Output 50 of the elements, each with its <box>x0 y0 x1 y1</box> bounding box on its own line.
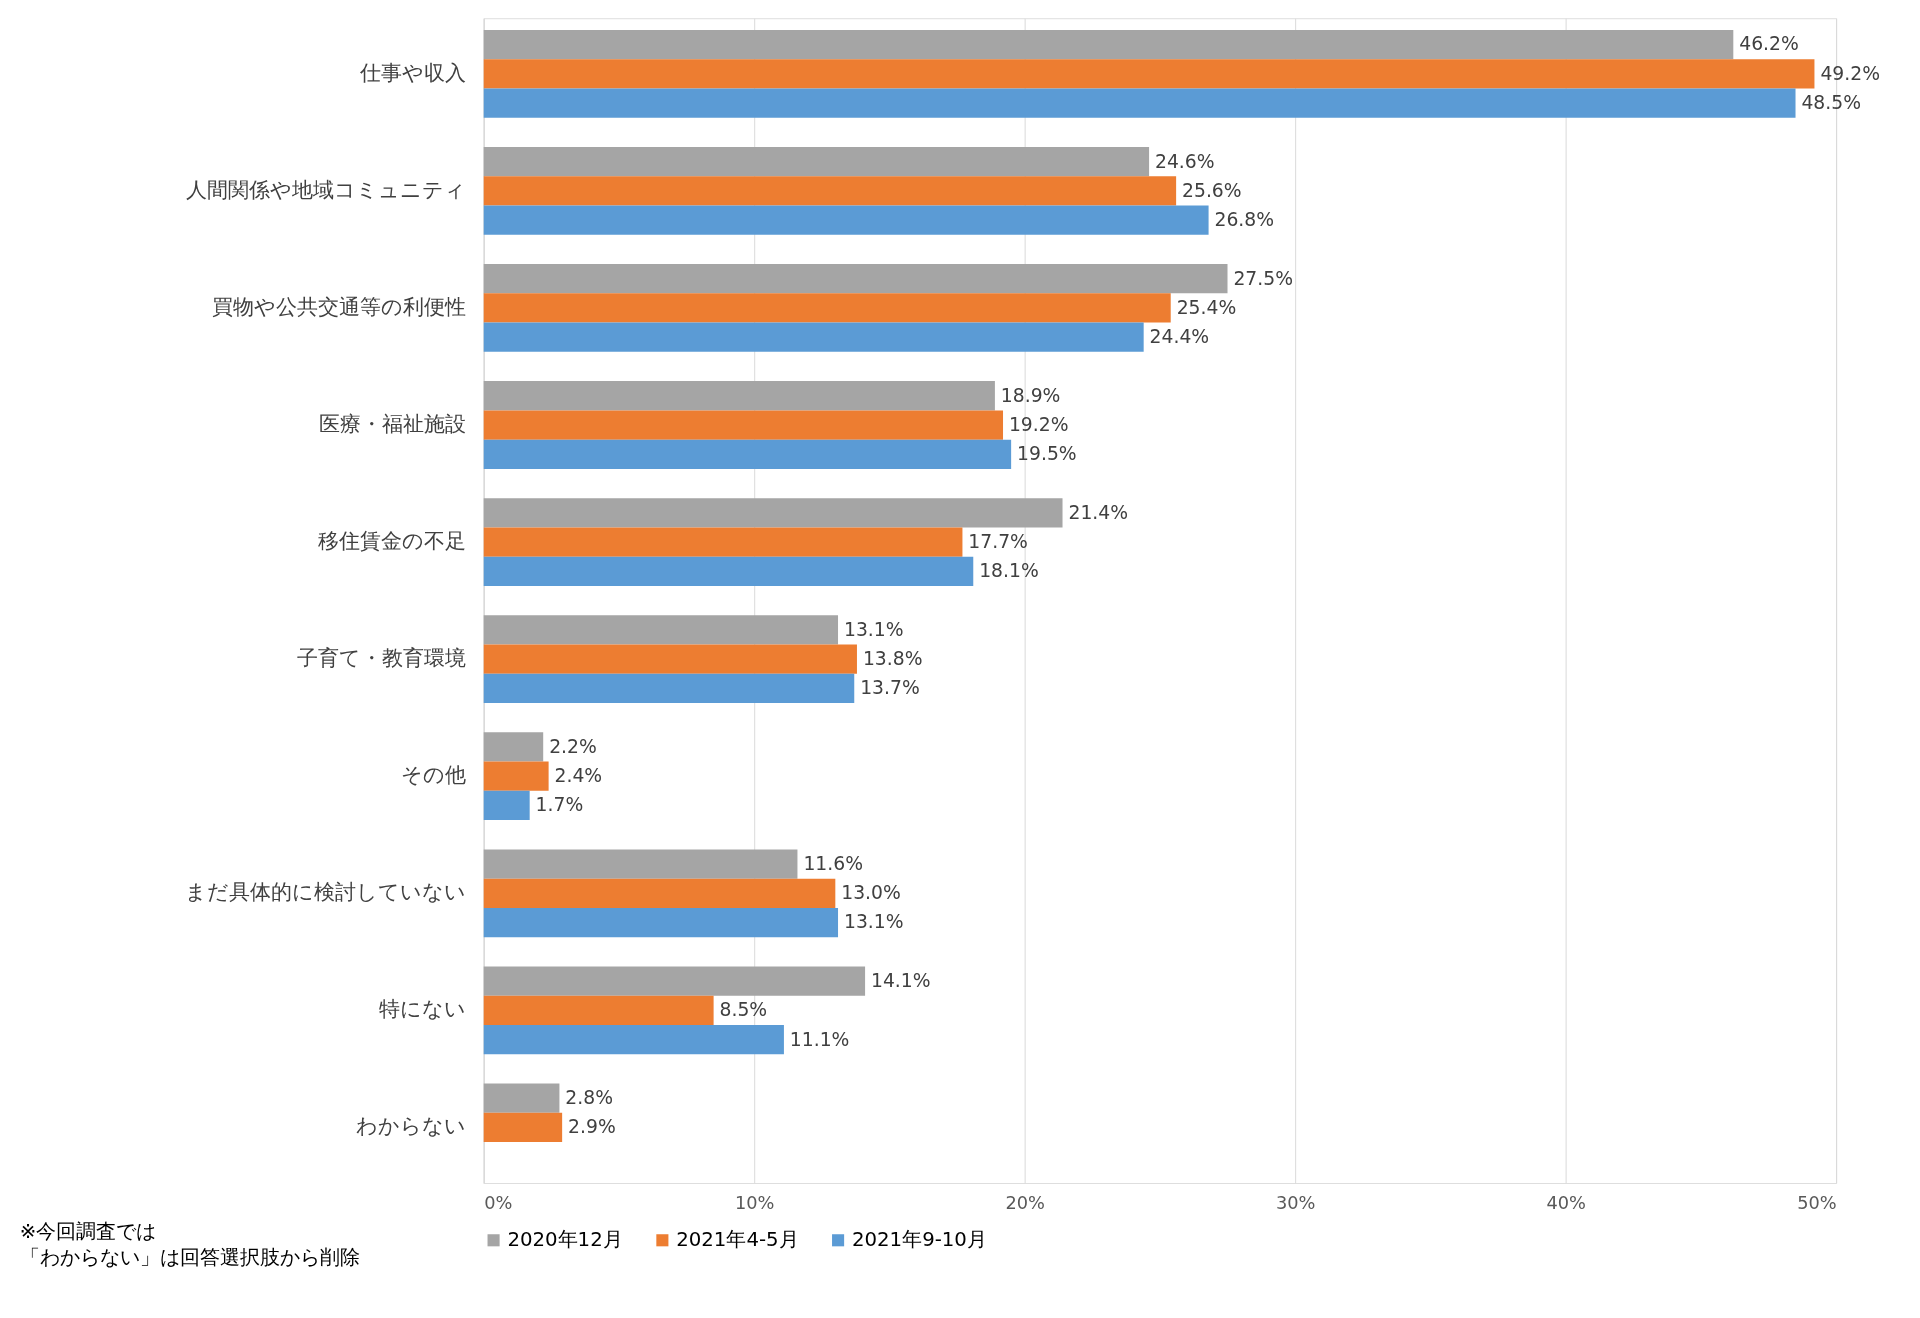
data-label: 13.8% <box>862 648 923 670</box>
y-tick-label: 移住賃金の不足 <box>318 529 467 554</box>
y-tick-label: わからない <box>356 1114 467 1139</box>
legend-label: 2021年4-5月 <box>676 1228 799 1252</box>
data-label: 25.6% <box>1182 179 1242 201</box>
legend-label: 2021年9-10月 <box>851 1228 987 1252</box>
x-tick-label: 0% <box>484 1193 513 1214</box>
y-tick-label: その他 <box>401 763 467 788</box>
data-label: 21.4% <box>1068 501 1129 523</box>
data-label: 2.8% <box>565 1087 613 1109</box>
y-tick-label: 人間関係や地域コミュニティ <box>186 177 467 202</box>
data-label: 25.4% <box>1176 296 1237 318</box>
text: ※今回調査では <box>19 1220 157 1244</box>
data-label: 13.1% <box>843 911 904 933</box>
data-label: 19.2% <box>1008 413 1069 435</box>
data-label: 11.6% <box>803 852 863 874</box>
data-label: 24.4% <box>1149 326 1210 348</box>
data-label: 2.2% <box>549 735 597 757</box>
data-label: 13.0% <box>841 882 901 904</box>
data-label: 49.2% <box>1820 62 1880 84</box>
data-label: 26.8% <box>1214 209 1275 231</box>
data-label: 13.7% <box>860 677 920 699</box>
x-tick-label: 30% <box>1275 1193 1316 1214</box>
data-label: 11.1% <box>789 1028 850 1050</box>
y-tick-label: まだ具体的に検討していない <box>185 880 467 905</box>
data-label: 14.1% <box>871 970 931 992</box>
data-label: 19.5% <box>1017 443 1077 465</box>
data-label: 13.1% <box>843 618 904 640</box>
y-tick-label: 買物や公共交通等の利便性 <box>212 294 467 319</box>
y-tick-label: 仕事や収入 <box>359 60 467 85</box>
data-label: 1.7% <box>535 794 584 816</box>
text: 「わからない」は回答選択肢から削除 <box>19 1245 360 1269</box>
data-label: 8.5% <box>719 999 768 1021</box>
x-tick-label: 40% <box>1546 1193 1586 1214</box>
x-tick-label: 10% <box>734 1193 775 1214</box>
x-tick-label: 20% <box>1005 1193 1045 1214</box>
y-tick-label: 特にない <box>379 997 467 1022</box>
data-label: 18.9% <box>1000 384 1061 406</box>
data-label: 46.2% <box>1739 33 1799 55</box>
y-tick-label: 医療・福祉施設 <box>319 411 467 436</box>
data-label: 24.6% <box>1155 150 1215 172</box>
data-label: 2.9% <box>568 1116 616 1138</box>
x-tick-label: 50% <box>1797 1193 1837 1214</box>
data-label: 2.4% <box>554 765 603 787</box>
legend-label: 2020年12月 <box>507 1228 623 1252</box>
y-tick-label: 子育て・教育環境 <box>297 646 467 671</box>
data-label: 17.7% <box>968 531 1028 553</box>
data-label: 48.5% <box>1801 92 1862 113</box>
data-label: 18.1% <box>979 560 1039 582</box>
data-label: 27.5% <box>1233 267 1294 289</box>
